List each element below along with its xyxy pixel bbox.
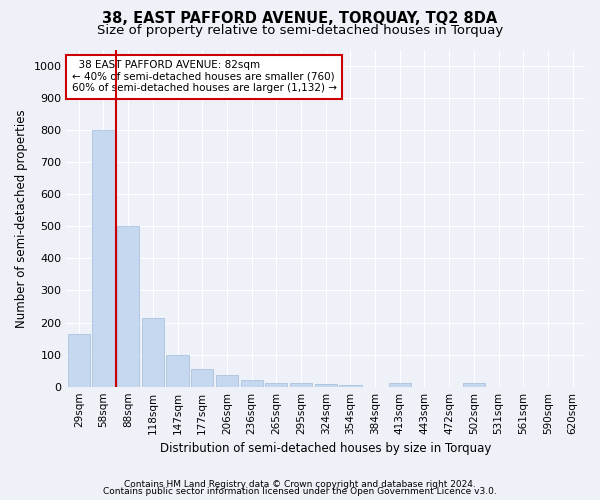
Bar: [314, 384, 337, 386]
Bar: [142, 318, 164, 386]
Bar: [68, 334, 90, 386]
Bar: [166, 354, 188, 386]
Bar: [290, 384, 312, 386]
Bar: [216, 376, 238, 386]
Bar: [463, 384, 485, 386]
Bar: [191, 369, 214, 386]
Bar: [92, 130, 115, 386]
Bar: [265, 382, 287, 386]
Y-axis label: Number of semi-detached properties: Number of semi-detached properties: [15, 109, 28, 328]
Bar: [241, 380, 263, 386]
Bar: [117, 226, 139, 386]
Text: Size of property relative to semi-detached houses in Torquay: Size of property relative to semi-detach…: [97, 24, 503, 37]
Bar: [339, 385, 362, 386]
Bar: [389, 383, 411, 386]
Text: Contains HM Land Registry data © Crown copyright and database right 2024.: Contains HM Land Registry data © Crown c…: [124, 480, 476, 489]
Text: Contains public sector information licensed under the Open Government Licence v3: Contains public sector information licen…: [103, 487, 497, 496]
Text: 38, EAST PAFFORD AVENUE, TORQUAY, TQ2 8DA: 38, EAST PAFFORD AVENUE, TORQUAY, TQ2 8D…: [103, 11, 497, 26]
X-axis label: Distribution of semi-detached houses by size in Torquay: Distribution of semi-detached houses by …: [160, 442, 491, 455]
Text: 38 EAST PAFFORD AVENUE: 82sqm
← 40% of semi-detached houses are smaller (760)
60: 38 EAST PAFFORD AVENUE: 82sqm ← 40% of s…: [71, 60, 337, 94]
